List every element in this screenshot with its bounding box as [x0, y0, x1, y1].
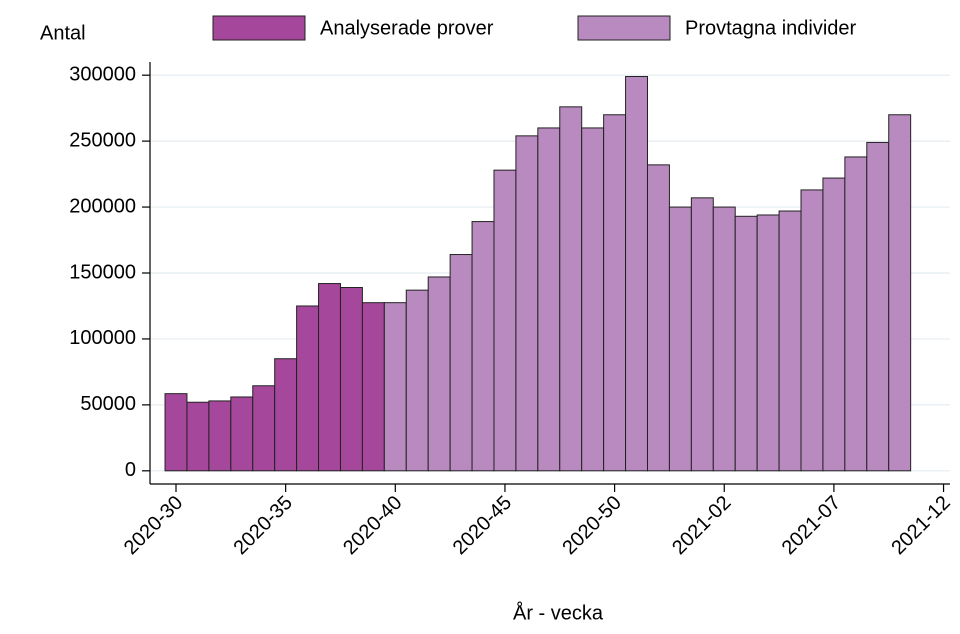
- y-tick-label: 200000: [69, 195, 136, 217]
- bar: [318, 283, 341, 472]
- y-axis-label: Antal: [40, 22, 86, 44]
- bar: [515, 135, 539, 472]
- y-tick-label: 50000: [80, 393, 136, 415]
- bar: [668, 206, 692, 472]
- bar: [778, 210, 802, 472]
- bar: [800, 189, 824, 472]
- bar: [537, 127, 561, 472]
- bar: [186, 401, 210, 472]
- legend-label: Analyserade prover: [320, 17, 494, 39]
- bar: [252, 385, 276, 472]
- bar: [888, 114, 912, 472]
- bar: [427, 276, 451, 472]
- y-tick-label: 0: [125, 459, 136, 481]
- bar: [383, 302, 407, 472]
- bar: [164, 393, 188, 472]
- y-tick-label: 300000: [69, 63, 136, 85]
- y-tick-label: 250000: [69, 129, 136, 151]
- x-tick-label: 2020-45: [449, 492, 516, 559]
- bar: [866, 141, 890, 472]
- bar: [603, 114, 627, 472]
- bar: [208, 400, 232, 472]
- bar: [756, 214, 780, 472]
- x-tick-label: 2020-40: [339, 492, 406, 559]
- x-tick-label: 2021-12: [887, 492, 954, 559]
- bar: [274, 358, 298, 472]
- bar: [712, 206, 736, 472]
- bar: [449, 254, 473, 472]
- x-tick-label: 2020-35: [229, 492, 296, 559]
- bar: [339, 287, 363, 472]
- x-tick-label: 2021-07: [778, 492, 845, 559]
- bar: [625, 76, 648, 472]
- bar: [493, 169, 517, 472]
- bar: [581, 127, 605, 472]
- x-tick-label: 2020-30: [120, 492, 187, 559]
- bar: [822, 177, 846, 472]
- bar: [844, 156, 868, 472]
- x-axis-label: År - vecka: [513, 601, 604, 624]
- legend-swatch: [212, 15, 306, 41]
- bar: [361, 302, 385, 472]
- y-tick-label: 150000: [69, 261, 136, 283]
- bar: [471, 221, 495, 472]
- bar: [405, 289, 429, 472]
- x-tick-label: 2020-50: [558, 492, 625, 559]
- bar: [646, 164, 670, 472]
- bar: [734, 215, 758, 472]
- y-tick-label: 100000: [69, 327, 136, 349]
- legend-swatch: [577, 15, 671, 41]
- bar: [559, 106, 583, 472]
- x-tick-label: 2021-02: [668, 492, 735, 559]
- bar: [230, 396, 254, 472]
- legend-label: Provtagna individer: [685, 17, 857, 39]
- bar: [296, 305, 320, 472]
- bar: [690, 197, 714, 472]
